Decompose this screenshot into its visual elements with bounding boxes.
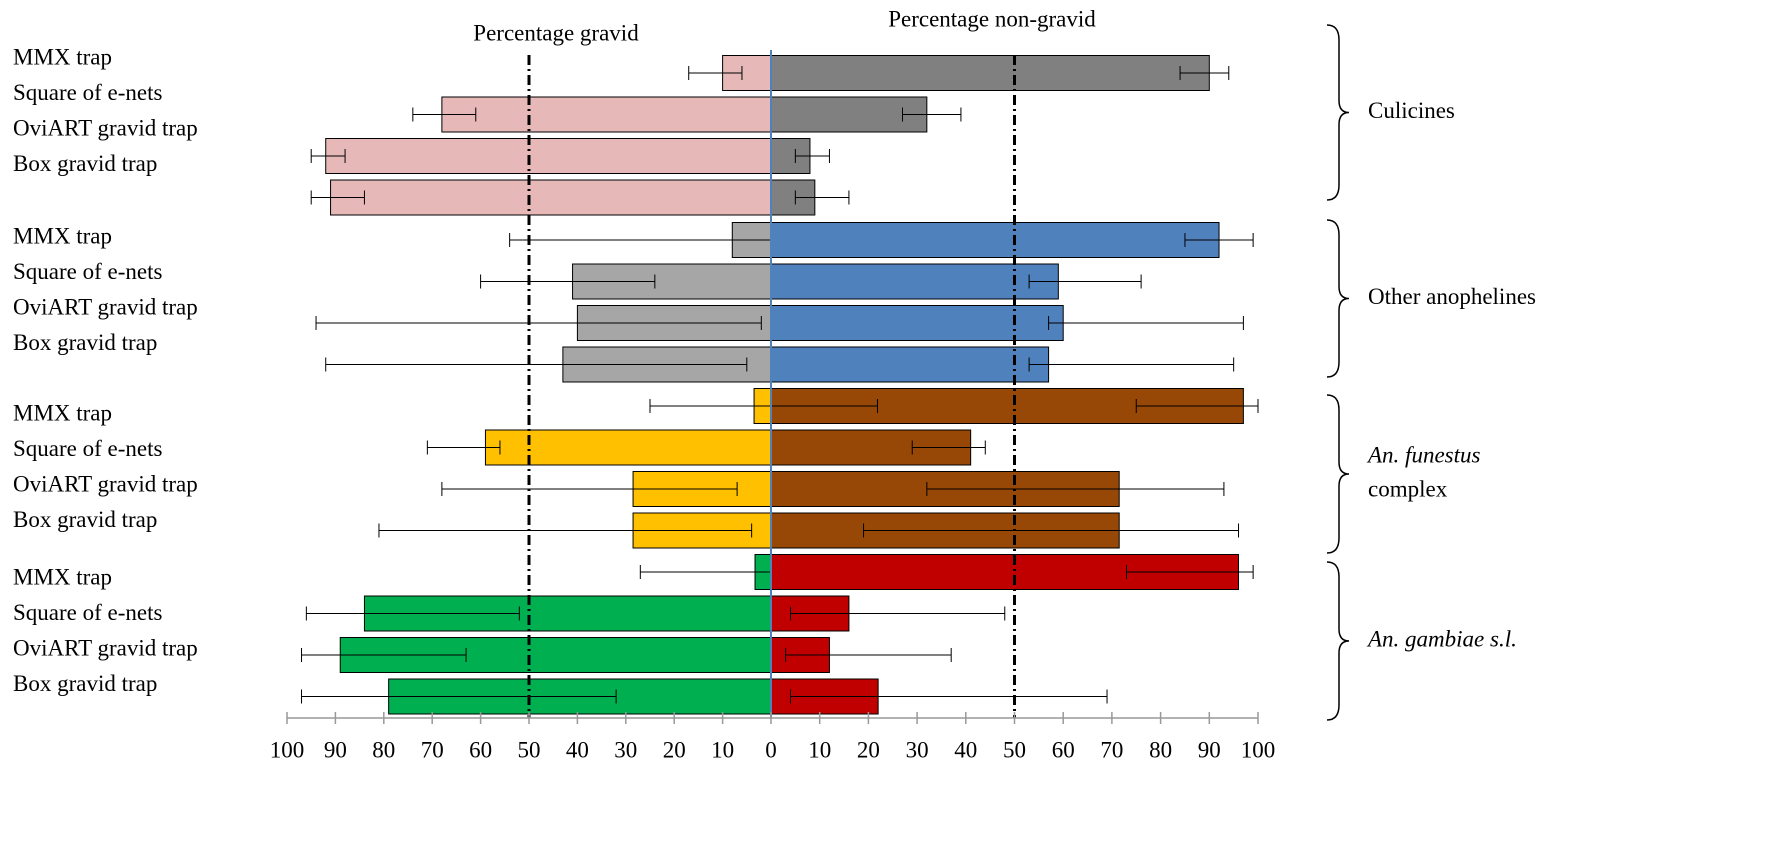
category-label: Box gravid trap [13,671,157,696]
group-brace [1326,24,1350,201]
category-label: MMX trap [13,400,112,425]
category-label: OviART gravid trap [13,635,198,660]
x-tick-label: 60 [1052,737,1075,762]
error-bar [480,274,656,289]
x-tick-label: 90 [324,737,347,762]
category-label: Square of e-nets [13,259,162,284]
x-tick-label: 100 [270,737,305,762]
error-bar [911,440,986,455]
error-bar [789,606,1006,621]
category-label: OviART gravid trap [13,471,198,496]
category-label: Box gravid trap [13,330,157,355]
gravid-bar [441,96,772,133]
x-tick-label: 80 [1149,737,1172,762]
gravid-bar [484,429,772,466]
nongravid-bar [770,55,1210,91]
nongravid-bar [770,305,1064,341]
x-tick-label: 30 [906,737,929,762]
nongravid-bar [770,346,1050,383]
gravid-bar [330,179,772,216]
error-bar [1028,357,1235,372]
error-bar [794,190,850,205]
x-tick-label: 80 [372,737,395,762]
error-bar [1048,316,1244,330]
error-bar [305,606,520,621]
error-bar [310,149,346,163]
group-label: Culicines [1368,98,1455,123]
right-label: Percentage non-gravid [888,6,1096,31]
error-bar [310,190,365,205]
error-bar [325,357,748,372]
x-tick-label: 90 [1198,737,1221,762]
error-bar [301,648,467,662]
nongravid-bar [770,96,928,133]
group-label: complex [1368,476,1448,501]
error-bar [1028,274,1142,289]
x-tick-label: 40 [566,737,589,762]
error-bar [926,482,1225,496]
left-label: Percentage gravid [473,20,639,45]
category-label: Box gravid trap [13,151,157,176]
category-label: Square of e-nets [13,436,162,461]
category-label: Square of e-nets [13,600,162,625]
x-tick-label: 40 [954,737,977,762]
x-tick-label: 70 [1100,737,1123,762]
category-label: Box gravid trap [13,507,157,532]
group-label: An. funestus [1366,442,1480,467]
x-tick-label: 10 [711,737,734,762]
error-bar [639,565,772,579]
error-bar [378,523,753,538]
error-bar [1179,66,1230,80]
group-brace [1326,561,1350,721]
error-bar [441,482,738,496]
nongravid-bar [770,222,1220,258]
error-bar [1184,233,1254,247]
error-bar [1126,565,1254,579]
group-label: An. gambiae s.l. [1366,626,1517,651]
category-label: OviART gravid trap [13,115,198,140]
x-tick-label: 20 [663,737,686,762]
x-tick-label: 20 [857,737,880,762]
error-bar [412,107,477,122]
error-bar [301,689,617,704]
error-bar [426,440,501,455]
x-tick-label: 10 [808,737,831,762]
x-tick-label: 50 [518,737,541,762]
category-label: MMX trap [13,223,112,248]
nongravid-bar [770,263,1059,300]
category-label: MMX trap [13,44,112,69]
group-brace [1326,394,1350,554]
group-label: Other anophelines [1368,284,1536,309]
category-label: OviART gravid trap [13,294,198,319]
group-brace [1326,219,1350,378]
error-bar [1135,399,1259,413]
category-label: Square of e-nets [13,80,162,105]
error-bar [863,523,1240,538]
x-tick-label: 50 [1003,737,1026,762]
category-label: MMX trap [13,564,112,589]
error-bar [649,399,878,413]
error-bar [789,689,1108,704]
error-bar [688,66,743,80]
x-tick-label: 70 [421,737,444,762]
x-tick-label: 0 [765,737,777,762]
error-bar [794,149,830,163]
x-tick-label: 60 [469,737,492,762]
error-bar [901,107,962,122]
error-bar [785,648,952,662]
x-tick-label: 100 [1241,737,1276,762]
x-tick-label: 30 [614,737,637,762]
error-bar [315,316,762,330]
gravid-bar [325,138,772,174]
